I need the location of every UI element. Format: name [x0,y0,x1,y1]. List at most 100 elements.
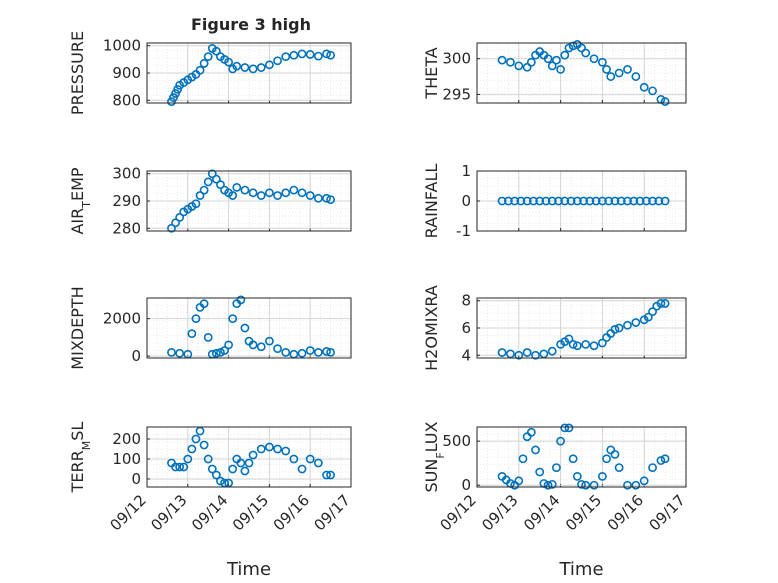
data-point [228,191,238,200]
data-point [264,442,274,452]
y-axis-label: RAINFALL [422,164,441,239]
data-point [273,444,282,454]
data-point [566,196,576,206]
x-tick-label: 09/17 [311,491,354,534]
data-point [264,336,274,346]
data-point [195,191,205,200]
y-tick-label: 280 [112,219,141,237]
data-point [543,480,553,490]
data-point [240,323,250,333]
y-axis-label: AIRTEMP [68,167,93,234]
data-point [554,196,563,206]
y-tick-label: 4 [461,346,471,364]
data-point [514,61,524,71]
data-point [506,57,515,67]
data-point [614,68,624,78]
data-point [256,191,266,200]
data-point [322,193,331,203]
data-point [207,169,217,179]
y-axis-label: THETA [422,47,441,99]
data-point [522,196,532,206]
data-point [639,476,649,486]
data-point [256,444,266,454]
data-point [572,472,582,481]
data-point [240,63,250,72]
data-point [322,470,331,480]
data-point [289,185,299,195]
data-point [179,462,189,472]
x-tick-label: 09/13 [147,491,190,534]
data-point [326,50,335,60]
data-point [203,177,213,187]
y-tick-label: 900 [112,64,141,82]
data-point [606,72,616,81]
data-point [228,464,238,474]
data-point [541,196,551,206]
data-point [199,185,209,195]
data-point [529,196,538,206]
x-tick-label: 09/13 [478,491,521,534]
data-point [305,346,315,355]
data-point [556,65,565,74]
data-point [598,472,607,481]
data-point [313,458,323,468]
data-point [191,314,201,324]
data-point [547,61,557,71]
y-tick-label: 200 [112,430,141,448]
data-point [631,318,641,327]
data-point [552,55,561,65]
data-point [581,339,591,349]
data-point [623,320,632,330]
data-point [531,445,540,455]
x-tick-label: 09/16 [604,491,647,534]
data-point [643,312,653,322]
data-point [503,196,513,206]
data-point [564,423,574,433]
y-tick-label: 0 [131,470,141,488]
x-tick-label: 09/17 [646,491,689,534]
data-point [648,307,657,317]
data-point [610,324,620,334]
data-point [589,341,599,351]
data-point [560,196,570,206]
data-point [289,454,299,464]
data-point [568,454,578,464]
data-point [629,196,639,206]
x-tick-label: 09/15 [562,491,605,534]
data-point [216,180,225,190]
data-point [232,182,242,192]
data-point [560,423,570,433]
data-point [281,52,291,62]
y-axis-label: TERRMSL [68,422,93,494]
data-point [211,348,221,358]
axes-frame [476,42,687,104]
data-point [564,334,574,344]
data-point [228,314,238,324]
data-point [648,196,657,206]
data-point [191,199,201,209]
data-point [256,63,266,72]
axes-frame [146,42,352,104]
data-point [564,43,574,53]
data-point [631,72,641,81]
data-point [556,436,565,446]
data-point [248,450,258,460]
axes-frame [476,426,687,488]
data-point [526,427,536,437]
data-point [497,348,507,357]
data-point [224,57,233,67]
axes-frame [146,170,352,232]
data-point [579,196,588,206]
data-point [264,188,274,198]
data-point [256,342,266,352]
data-point [614,323,624,333]
data-point [648,463,657,472]
data-point [616,196,626,206]
data-point [244,458,254,468]
data-point [623,480,632,490]
y-tick-label: 0 [461,476,471,494]
data-point [187,329,197,339]
data-point [195,65,205,75]
